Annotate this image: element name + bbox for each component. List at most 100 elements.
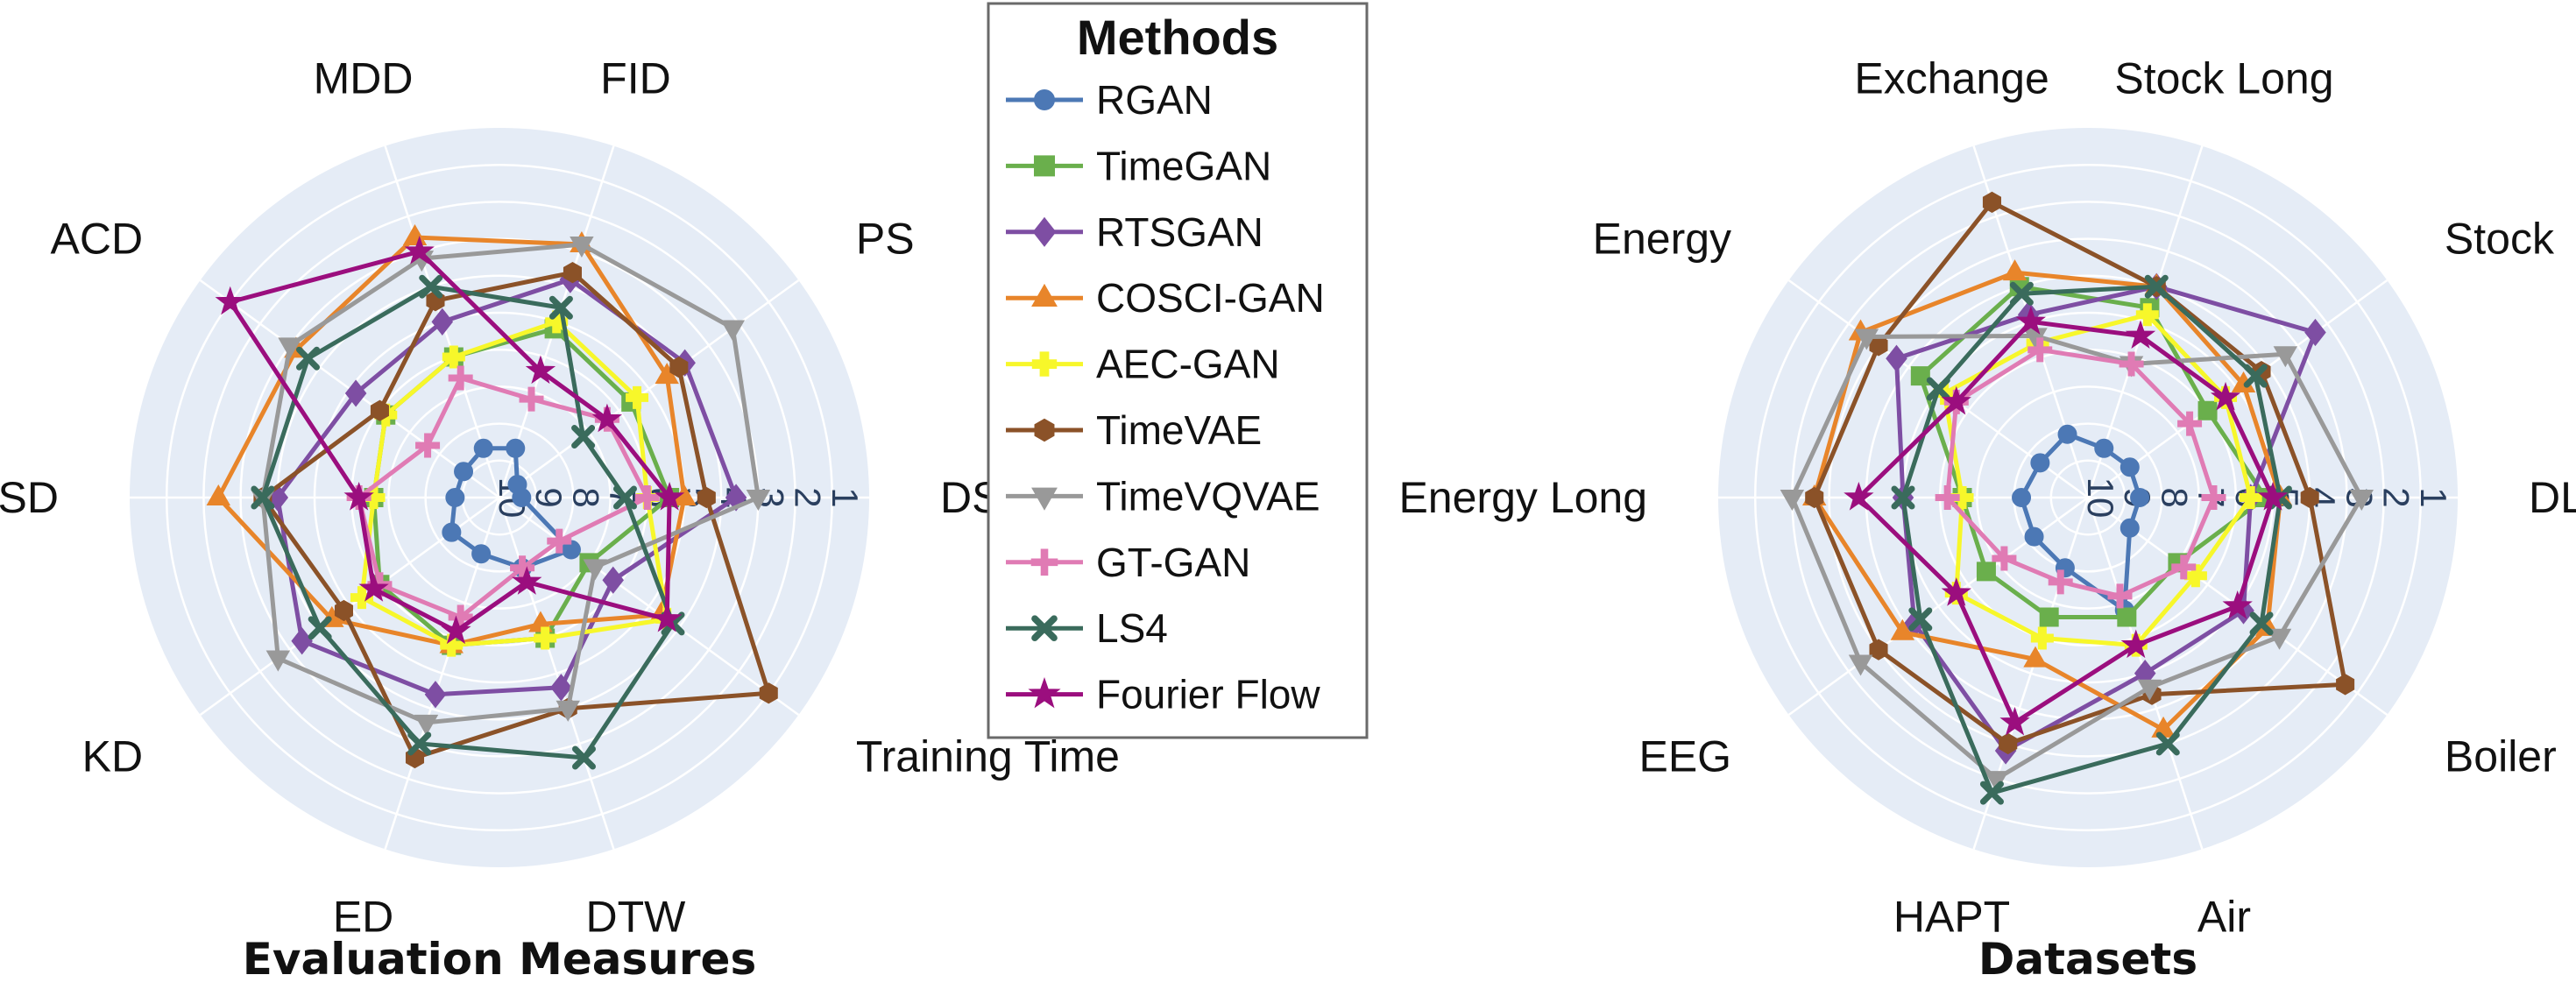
axis-label-ps: PS xyxy=(856,214,915,263)
data-point-marker xyxy=(626,385,649,409)
radial-tick-label: 8 xyxy=(2154,487,2195,507)
axis-label-fid: FID xyxy=(600,54,671,103)
data-point-marker xyxy=(414,714,439,736)
data-point-marker xyxy=(2039,607,2059,627)
data-point-marker xyxy=(2144,274,2169,299)
data-point-marker xyxy=(431,307,454,336)
axis-label-energy-long: Energy Long xyxy=(1398,473,1647,522)
legend-item-ls4: LS4 xyxy=(1006,605,1168,651)
data-point-marker xyxy=(1941,577,1971,606)
data-point-marker xyxy=(1984,771,2009,793)
data-point-marker xyxy=(251,485,275,510)
legend-item-timevae: TimeVAE xyxy=(1006,407,1262,453)
data-point-marker xyxy=(1910,366,1930,386)
data-point-marker xyxy=(746,490,771,512)
axis-label-dtw: DTW xyxy=(586,892,687,941)
legend-label: COSCI-GAN xyxy=(1096,275,1325,321)
legend-items: RGAN TimeGAN RTSGAN COSCI-GAN AEC-GAN TimeVAE… xyxy=(1006,77,1325,717)
data-point-marker xyxy=(445,488,465,507)
data-point-marker xyxy=(519,386,544,412)
data-point-marker xyxy=(454,462,474,482)
data-point-marker xyxy=(2171,555,2197,580)
data-point-marker xyxy=(591,403,623,433)
axis-label-hapt: HAPT xyxy=(1893,892,2010,941)
data-point-marker xyxy=(2030,453,2050,473)
data-point-marker xyxy=(2024,526,2044,547)
data-point-marker xyxy=(654,481,685,511)
data-point-marker xyxy=(2012,488,2032,507)
data-point-marker xyxy=(697,486,716,509)
radial-tick-label: 1 xyxy=(824,487,866,507)
legend-box xyxy=(987,2,1369,739)
axis-label-sd: SD xyxy=(0,473,59,522)
axis-label-stock: Stock xyxy=(2445,214,2555,263)
data-point-marker xyxy=(2222,590,2253,619)
data-point-marker xyxy=(2304,318,2326,347)
data-point-marker xyxy=(215,286,245,315)
data-point-marker xyxy=(2048,569,2073,595)
axis-label-acd: ACD xyxy=(50,214,143,263)
data-point-marker xyxy=(2177,411,2203,436)
radial-tick-label: 10 xyxy=(2080,477,2121,519)
data-point-marker xyxy=(2120,518,2140,538)
legend-item-cosci-gan: COSCI-GAN xyxy=(1006,275,1325,321)
data-point-marker xyxy=(1982,191,2001,214)
data-point-marker xyxy=(556,700,580,722)
series-fourier-flow xyxy=(215,236,685,645)
data-point-marker xyxy=(669,357,689,378)
radial-tick-label: 1 xyxy=(2413,487,2454,507)
data-point-marker xyxy=(1844,481,1874,511)
data-point-marker xyxy=(2125,320,2156,349)
data-point-marker xyxy=(2023,646,2048,668)
legend-marker xyxy=(1034,418,1055,442)
data-point-marker xyxy=(570,237,594,258)
axis-label-kd: KD xyxy=(82,732,143,781)
data-point-marker xyxy=(1805,486,1824,509)
legend-label: TimeVQVAE xyxy=(1096,473,1320,519)
data-point-marker xyxy=(2028,337,2053,363)
data-point-marker xyxy=(507,475,527,495)
legend-label: AEC-GAN xyxy=(1096,342,1280,387)
data-point-marker xyxy=(1780,490,1805,512)
data-point-marker xyxy=(2243,364,2268,388)
data-point-marker xyxy=(1886,344,1907,372)
legend-item-fourier-flow: Fourier Flow xyxy=(1006,672,1320,717)
data-point-marker xyxy=(525,355,556,385)
data-point-marker xyxy=(448,365,473,391)
legend-marker xyxy=(1031,351,1058,377)
data-point-marker xyxy=(2349,490,2374,512)
legend-marker xyxy=(1030,548,1058,576)
methods-legend: Methods RGAN TimeGAN RTSGAN COSCI-GAN AEC-GA… xyxy=(987,2,1369,739)
data-point-marker xyxy=(506,438,526,458)
axis-label-exchange: Exchange xyxy=(1854,54,2049,103)
legend-item-rgan: RGAN xyxy=(1006,77,1213,123)
legend-label: RTSGAN xyxy=(1096,209,1263,255)
legend-label: LS4 xyxy=(1096,605,1168,651)
data-point-marker xyxy=(2135,303,2159,327)
data-point-marker xyxy=(441,615,471,645)
data-point-marker xyxy=(634,485,660,510)
data-point-marker xyxy=(1935,485,1960,510)
legend-label: TimeVAE xyxy=(1096,407,1262,453)
data-point-marker xyxy=(1992,546,2017,571)
data-point-marker xyxy=(1908,607,1933,632)
data-point-marker xyxy=(2267,628,2292,650)
legend-item-gt-gan: GT-GAN xyxy=(1006,540,1250,585)
legend-marker xyxy=(1031,283,1058,307)
data-point-marker xyxy=(2030,626,2054,650)
data-point-marker xyxy=(512,566,542,595)
data-point-marker xyxy=(471,544,492,564)
series-rgan xyxy=(2012,424,2150,620)
data-point-marker xyxy=(296,346,321,371)
data-point-marker xyxy=(548,295,573,320)
series-cosci-gan xyxy=(206,223,697,653)
datasets-radar-chart: DLG Stock Stock Long Exchange Energy Energy L… xyxy=(1398,54,2576,942)
data-point-marker xyxy=(759,682,778,704)
data-point-marker xyxy=(2015,306,2046,335)
legend-item-timevqvae: TimeVQVAE xyxy=(1006,473,1320,519)
data-point-marker xyxy=(206,484,231,505)
data-point-marker xyxy=(1891,485,1915,510)
data-point-marker xyxy=(308,616,332,640)
data-point-marker xyxy=(2155,731,2180,756)
